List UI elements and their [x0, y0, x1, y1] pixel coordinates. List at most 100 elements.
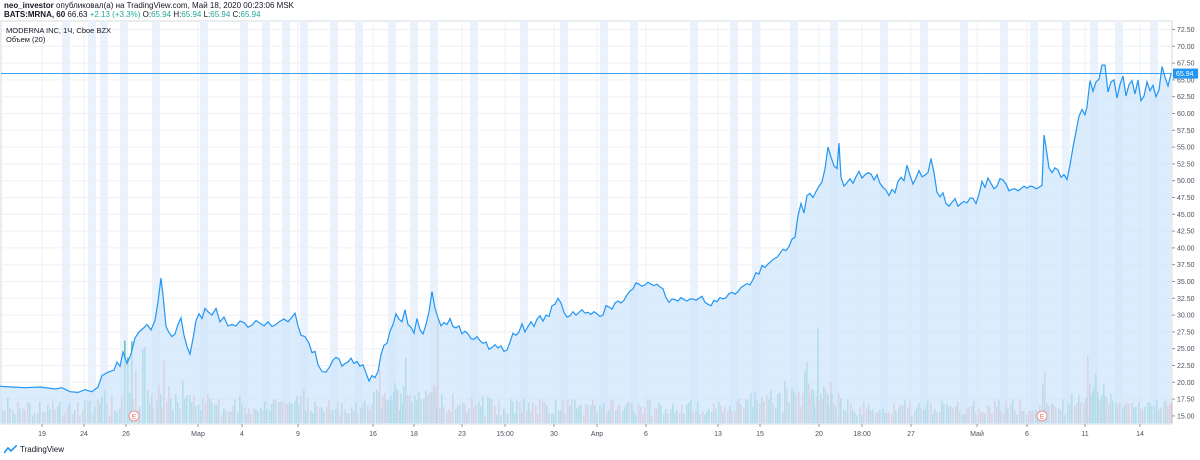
y-tick-label: 20.00: [1177, 380, 1195, 387]
session-band: [120, 21, 128, 424]
y-tick-label: 32.50: [1177, 296, 1195, 303]
session-band: [600, 21, 608, 424]
x-tick-label: 14: [1136, 431, 1144, 438]
earnings-marker: [1036, 410, 1048, 422]
y-tick-label: 72.50: [1177, 27, 1195, 34]
earnings-marker: [128, 410, 140, 422]
x-tick-label: 18:00: [853, 431, 871, 438]
x-tick-label: 15: [756, 431, 764, 438]
session-band: [430, 21, 438, 424]
x-tick-label: 26: [122, 431, 130, 438]
x-tick-label: Май: [970, 430, 984, 438]
session-band: [62, 21, 70, 424]
y-tick-label: 17.50: [1177, 397, 1195, 404]
session-band: [282, 21, 290, 424]
x-tick-label: 15:00: [496, 431, 514, 438]
y-tick-label: 52.50: [1177, 161, 1195, 168]
session-band: [630, 21, 638, 424]
session-band: [330, 21, 338, 424]
price-area: [0, 65, 1171, 424]
legend-symbol: MODERNA INC, 1Ч, Cboe BZX: [6, 26, 111, 35]
price-change: +2.13 (+3.3%): [89, 10, 141, 19]
session-band: [355, 21, 363, 424]
session-band: [520, 21, 528, 424]
session-band: [100, 21, 108, 424]
session-band: [690, 21, 698, 424]
session-band: [470, 21, 478, 424]
x-tick-label: Мар: [191, 431, 205, 438]
ohlc-low-value: 65.94: [210, 10, 231, 19]
y-tick-label: 50.00: [1177, 178, 1195, 185]
y-tick-label: 25.00: [1177, 346, 1195, 353]
x-tick-label: Апр: [591, 431, 603, 438]
price-axis[interactable]: 72.50 70.00 67.50 65.00 62.50 60.00 57.50 55.00…: [1172, 27, 1195, 420]
y-tick-label: 22.50: [1177, 363, 1195, 370]
x-tick-label: 20: [815, 431, 823, 438]
y-tick-label: 40.00: [1177, 245, 1195, 252]
earnings-marker-label: E: [1040, 414, 1045, 421]
y-tick-label: 37.50: [1177, 262, 1195, 269]
y-tick-label: 60.00: [1177, 111, 1195, 118]
session-band: [262, 21, 270, 424]
x-tick-label: 9: [296, 431, 300, 438]
x-tick-label: 24: [80, 431, 88, 438]
last-price-tag-label: 65.94: [1176, 71, 1194, 78]
y-tick-label: 47.50: [1177, 195, 1195, 202]
x-tick-label: 23: [458, 431, 466, 438]
x-tick-label: 6: [1025, 431, 1029, 438]
last-price-tag-bg: [1173, 68, 1198, 79]
session-band: [790, 21, 798, 424]
author-name[interactable]: neo_investor: [4, 1, 54, 10]
y-tick-label: 55.00: [1177, 145, 1195, 152]
time-axis[interactable]: 19 24 26 Мар 4 9 16 18 23 15:00 30 Апр 6 13 15 20 18:00 2…: [38, 424, 1144, 438]
ohlc-high-value: 65.94: [181, 10, 202, 19]
x-tick-label: 6: [644, 431, 648, 438]
x-tick-label: 27: [907, 431, 915, 438]
session-band: [752, 21, 760, 424]
x-tick-label: 4: [240, 431, 244, 438]
y-tick-label: 27.50: [1177, 329, 1195, 336]
session-band: [300, 21, 308, 424]
y-tick-label: 42.50: [1177, 229, 1195, 236]
x-tick-label: 30: [550, 431, 558, 438]
ohlc-close-label: C:: [232, 10, 241, 19]
legend-volume[interactable]: Объем (20): [6, 35, 46, 44]
earnings-marker-label: E: [132, 414, 137, 421]
last-price: 66.63: [67, 10, 88, 19]
session-band: [200, 21, 208, 424]
session-band: [88, 21, 96, 424]
y-tick-label: 67.50: [1177, 61, 1195, 68]
session-band: [240, 21, 248, 424]
y-tick-label: 57.50: [1177, 128, 1195, 135]
y-tick-label: 70.00: [1177, 44, 1195, 51]
publish-info: neo_investor опубликовал(а) на TradingVi…: [4, 1, 294, 10]
tradingview-icon: [4, 445, 17, 454]
ohlc-open-value: 65.94: [151, 10, 172, 19]
x-tick-label: 18: [410, 431, 418, 438]
x-tick-label: 13: [714, 431, 722, 438]
y-tick-label: 30.00: [1177, 313, 1195, 320]
session-band: [152, 21, 160, 424]
y-tick-label: 35.00: [1177, 279, 1195, 286]
last-price-tag: 65.94: [1173, 68, 1198, 79]
ohlc-low-label: L:: [203, 10, 211, 19]
symbol-info: BATS:MRNA, 60 66.63 +2.13 (+3.3%) O:65.9…: [4, 10, 261, 19]
tradingview-logo[interactable]: TradingView: [4, 445, 64, 454]
session-band: [730, 21, 738, 424]
y-tick-label: 45.00: [1177, 212, 1195, 219]
y-tick-label: 65.00: [1177, 77, 1195, 84]
price-line: [0, 64, 1172, 394]
ohlc-high-label: H:: [173, 10, 182, 19]
session-band: [388, 21, 396, 424]
ohlc-close-value: 65.94: [240, 10, 261, 19]
y-tick-label: 15.00: [1177, 413, 1195, 420]
ohlc-open-label: O:: [142, 10, 152, 19]
tradingview-label: TradingView: [20, 445, 65, 454]
x-tick-label: 11: [1081, 431, 1088, 438]
x-tick-label: 19: [38, 431, 46, 438]
session-band: [560, 21, 568, 424]
symbol-label: BATS:MRNA, 60: [4, 10, 66, 19]
x-tick-label: 16: [369, 431, 377, 438]
